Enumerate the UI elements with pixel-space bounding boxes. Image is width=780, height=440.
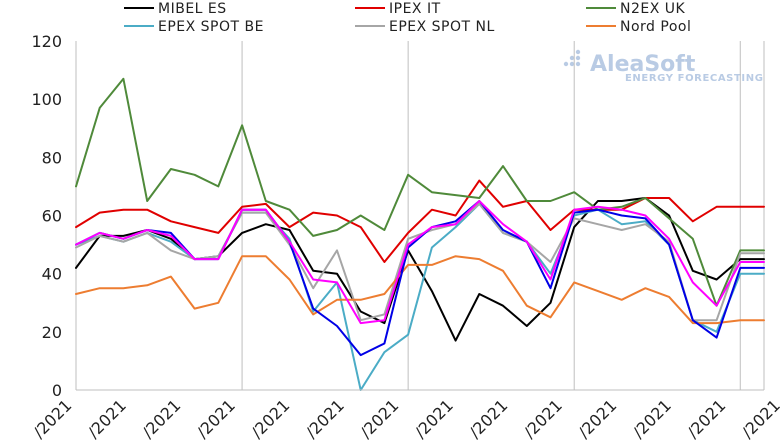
- series-line: [75, 255, 765, 325]
- y-tick-label: 120: [31, 32, 62, 51]
- y-tick-label: 40: [42, 265, 62, 284]
- brand-name: AleaSoft: [590, 52, 696, 77]
- y-axis-ticks: 0 20 40 60 80 100 120: [31, 32, 62, 400]
- data-series: [75, 77, 765, 391]
- legend-label: IPEX IT: [389, 1, 441, 17]
- brand-tagline: ENERGY FORECASTING: [625, 73, 764, 84]
- logo-dot: [563, 61, 569, 67]
- series-line: [75, 200, 765, 325]
- logo-dot: [569, 61, 575, 67]
- legend-label: Nord Pool: [620, 19, 691, 35]
- legend: MIBEL ES IPEX IT N2EX UK EPEX SPOT BE EPEX S…: [124, 1, 691, 35]
- series-line: [75, 179, 765, 263]
- y-tick-label: 0: [52, 381, 62, 400]
- logo-dot: [569, 55, 575, 61]
- logo-dot: [575, 61, 581, 67]
- y-tick-label: 100: [31, 90, 62, 109]
- aleasoft-logo: AleaSoft ENERGY FORECASTING: [563, 49, 764, 84]
- legend-label: MIBEL ES: [158, 1, 227, 17]
- series-line: [75, 77, 765, 307]
- logo-dots-icon: [563, 49, 581, 67]
- y-tick-label: 60: [42, 207, 62, 226]
- y-tick-label: 20: [42, 323, 62, 342]
- logo-dot: [575, 49, 581, 55]
- legend-label: N2EX UK: [620, 1, 686, 17]
- legend-label: EPEX SPOT NL: [389, 19, 495, 35]
- y-tick-label: 80: [42, 148, 62, 167]
- logo-dot: [575, 55, 581, 61]
- legend-label: EPEX SPOT BE: [158, 19, 264, 35]
- series-line: [75, 202, 765, 322]
